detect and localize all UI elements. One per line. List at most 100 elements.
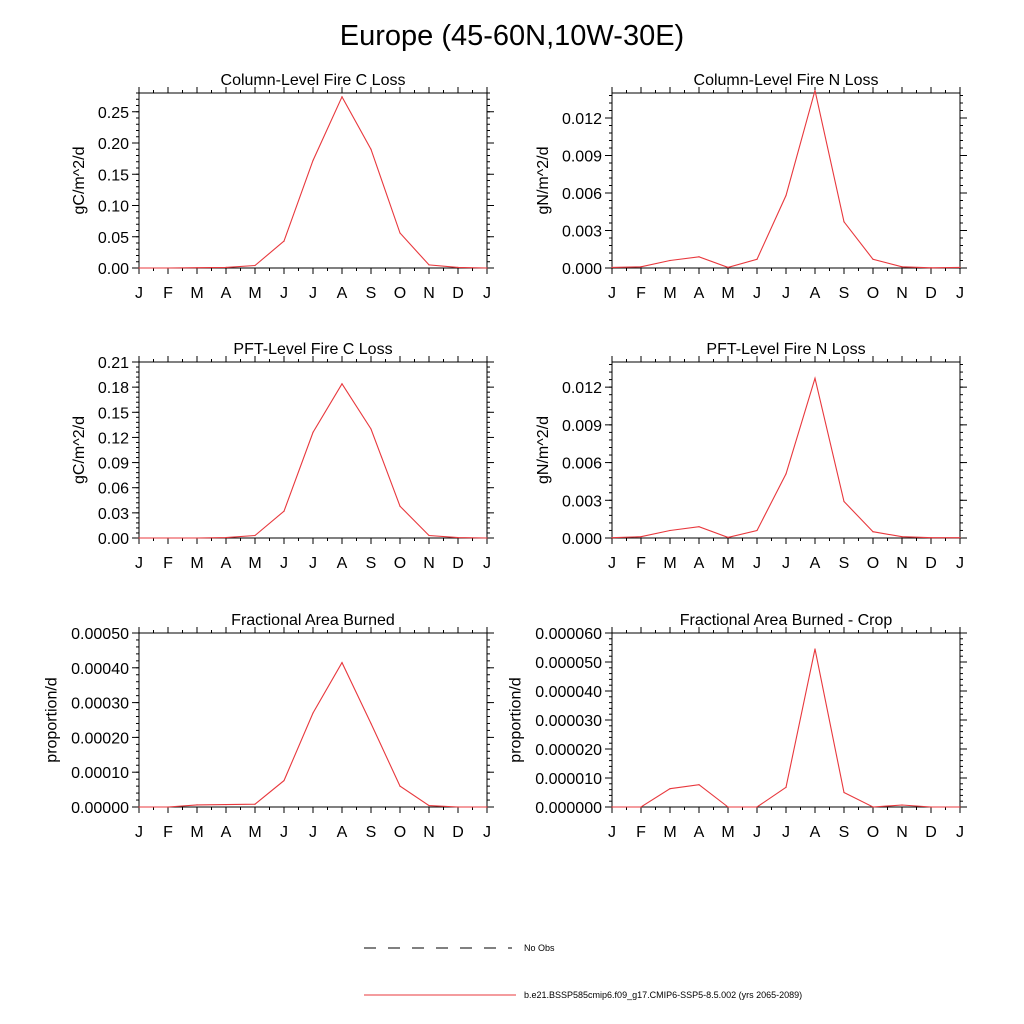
x-tick-label: J xyxy=(280,555,288,572)
y-tick-label: 0.03 xyxy=(98,506,129,523)
y-tick-label: 0.09 xyxy=(98,456,129,473)
panel-title: Fractional Area Burned - Crop xyxy=(680,612,893,629)
data-point xyxy=(814,377,816,379)
x-tick-label: S xyxy=(366,824,377,841)
data-point xyxy=(283,510,285,512)
series-line xyxy=(139,95,488,269)
data-point xyxy=(486,537,488,539)
series-line xyxy=(611,376,960,539)
x-tick-label: S xyxy=(839,824,850,841)
y-tick-label: 0.012 xyxy=(562,111,602,128)
data-point xyxy=(167,267,169,269)
data-point xyxy=(370,722,372,725)
x-tick-label: J xyxy=(753,824,761,841)
y-tick-label: 0.000 xyxy=(562,531,602,548)
y-tick-label: 0.18 xyxy=(98,380,129,397)
data-point xyxy=(399,232,401,234)
x-tick-label: A xyxy=(221,555,232,572)
x-tick-label: F xyxy=(163,555,173,572)
data-point xyxy=(843,221,845,223)
data-point xyxy=(727,536,729,538)
chart-panel-3: J F M A M J J A S O N D J0.000.030.060.090.120.150.1… xyxy=(71,341,494,572)
x-tick-label: N xyxy=(423,555,435,572)
data-point xyxy=(370,148,372,150)
y-tick-label: 0.00040 xyxy=(71,661,129,678)
x-tick-label: J xyxy=(782,555,790,572)
y-tick-label: 0.000050 xyxy=(535,655,602,672)
x-tick-label: J xyxy=(608,285,616,302)
data-point xyxy=(930,537,932,539)
series-line xyxy=(139,661,487,808)
data-point xyxy=(872,531,874,533)
y-tick-label: 0.00030 xyxy=(71,696,129,713)
data-point xyxy=(457,266,459,268)
data-point xyxy=(457,806,459,808)
x-tick-label: D xyxy=(925,824,937,841)
y-tick-label: 0.00 xyxy=(98,531,129,548)
y-axis-label: proportion/d xyxy=(44,677,61,762)
x-tick-label: D xyxy=(452,555,464,572)
x-tick-label: J xyxy=(956,285,964,302)
x-tick-label: A xyxy=(221,824,232,841)
x-tick-label: A xyxy=(337,285,348,302)
x-tick-label: J xyxy=(309,824,317,841)
data-point xyxy=(283,779,285,782)
y-tick-label: 0.21 xyxy=(98,355,129,372)
data-point xyxy=(872,258,874,260)
y-tick-label: 0.000040 xyxy=(535,684,602,701)
data-point xyxy=(814,89,816,92)
x-tick-label: J xyxy=(135,824,143,841)
plot-frame xyxy=(611,92,961,269)
y-tick-label: 0.009 xyxy=(562,418,602,435)
y-tick-label: 0.20 xyxy=(98,136,129,153)
data-point xyxy=(959,537,961,539)
data-point xyxy=(669,259,671,262)
x-tick-label: J xyxy=(483,555,491,572)
data-point xyxy=(698,256,700,258)
y-tick-label: 0.000 xyxy=(562,261,602,278)
data-point xyxy=(843,500,845,503)
x-tick-label: J xyxy=(309,555,317,572)
data-point xyxy=(254,534,256,537)
x-tick-label: N xyxy=(896,824,908,841)
chart-panel-5: J F M A M J J A S O N D J0.000000.000100.000200.0003… xyxy=(44,612,494,841)
series-line xyxy=(611,90,961,269)
x-tick-label: F xyxy=(163,285,173,302)
x-tick-label: J xyxy=(956,824,964,841)
data-point xyxy=(959,266,961,268)
y-tick-label: 0.000020 xyxy=(535,742,602,759)
x-tick-label: J xyxy=(280,285,288,302)
panel-title: PFT-Level Fire N Loss xyxy=(706,341,865,358)
data-point xyxy=(669,529,671,532)
data-point xyxy=(457,536,459,539)
data-point xyxy=(872,806,874,808)
data-point xyxy=(727,806,729,808)
x-tick-label: S xyxy=(366,285,377,302)
y-axis-label: gC/m^2/d xyxy=(71,147,88,215)
data-point xyxy=(785,786,787,788)
x-tick-label: A xyxy=(810,285,821,302)
y-tick-label: 0.006 xyxy=(562,186,602,203)
x-tick-label: J xyxy=(280,824,288,841)
y-axis-label: gN/m^2/d xyxy=(535,416,552,484)
x-tick-label: J xyxy=(753,285,761,302)
panel-title: Column-Level Fire N Loss xyxy=(694,72,879,89)
y-tick-label: 0.000060 xyxy=(535,626,602,643)
x-tick-label: J xyxy=(608,824,616,841)
data-point xyxy=(486,806,488,808)
x-tick-label: O xyxy=(867,824,879,841)
x-tick-label: O xyxy=(394,285,406,302)
figure-title: Europe (45-60N,10W-30E) xyxy=(339,20,685,52)
x-tick-label: S xyxy=(839,285,850,302)
y-tick-label: 0.15 xyxy=(98,167,129,184)
data-point xyxy=(283,240,285,242)
data-point xyxy=(901,536,903,538)
data-point xyxy=(698,526,700,528)
x-tick-label: A xyxy=(337,824,348,841)
data-point xyxy=(428,534,430,537)
y-tick-label: 0.05 xyxy=(98,230,129,247)
data-point xyxy=(428,264,430,266)
x-tick-label: D xyxy=(925,555,937,572)
x-tick-label: J xyxy=(608,555,616,572)
